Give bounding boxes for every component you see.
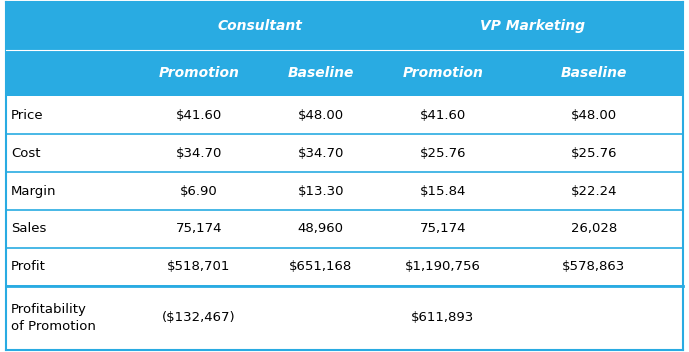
Text: $41.60: $41.60 bbox=[176, 109, 222, 122]
Text: VP Marketing: VP Marketing bbox=[480, 19, 585, 33]
Text: Price: Price bbox=[11, 109, 43, 122]
Text: $25.76: $25.76 bbox=[570, 147, 617, 160]
Text: Profitability
of Promotion: Profitability of Promotion bbox=[11, 303, 96, 333]
Text: $6.90: $6.90 bbox=[180, 184, 218, 197]
Text: ($132,467): ($132,467) bbox=[162, 312, 236, 325]
Text: $13.30: $13.30 bbox=[298, 184, 344, 197]
Text: $25.76: $25.76 bbox=[420, 147, 466, 160]
Bar bbox=[6, 134, 683, 172]
Text: 48,960: 48,960 bbox=[298, 222, 344, 235]
Text: $15.84: $15.84 bbox=[420, 184, 466, 197]
Bar bbox=[6, 210, 683, 248]
Bar bbox=[6, 96, 683, 134]
Text: $48.00: $48.00 bbox=[298, 109, 344, 122]
Text: 75,174: 75,174 bbox=[420, 222, 466, 235]
Bar bbox=[6, 248, 683, 285]
Text: Sales: Sales bbox=[11, 222, 46, 235]
Bar bbox=[6, 172, 683, 210]
Text: $518,701: $518,701 bbox=[167, 260, 230, 273]
Text: $34.70: $34.70 bbox=[298, 147, 344, 160]
Text: $48.00: $48.00 bbox=[570, 109, 617, 122]
Text: $1,190,756: $1,190,756 bbox=[405, 260, 481, 273]
Text: $578,863: $578,863 bbox=[562, 260, 626, 273]
Text: $41.60: $41.60 bbox=[420, 109, 466, 122]
Text: $651,168: $651,168 bbox=[289, 260, 352, 273]
Text: 75,174: 75,174 bbox=[176, 222, 222, 235]
Bar bbox=[6, 2, 683, 50]
Text: Baseline: Baseline bbox=[560, 66, 627, 80]
Text: Baseline: Baseline bbox=[287, 66, 354, 80]
Text: Cost: Cost bbox=[11, 147, 41, 160]
Text: Margin: Margin bbox=[11, 184, 56, 197]
Text: Consultant: Consultant bbox=[217, 19, 302, 33]
Bar bbox=[6, 50, 683, 96]
Text: Profit: Profit bbox=[11, 260, 46, 273]
Text: $611,893: $611,893 bbox=[411, 312, 475, 325]
Text: 26,028: 26,028 bbox=[570, 222, 617, 235]
Text: Promotion: Promotion bbox=[402, 66, 483, 80]
Text: $34.70: $34.70 bbox=[176, 147, 222, 160]
Text: Promotion: Promotion bbox=[158, 66, 239, 80]
Bar bbox=[6, 285, 683, 350]
Text: $22.24: $22.24 bbox=[570, 184, 617, 197]
